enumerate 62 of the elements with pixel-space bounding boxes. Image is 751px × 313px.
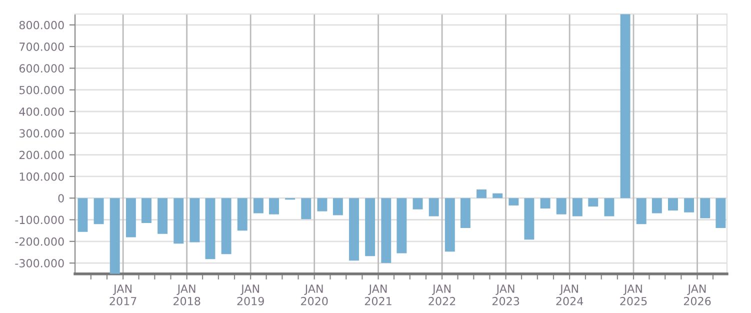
x-tick-label: JAN 2020 [301,284,328,306]
bar [190,198,200,242]
y-tick-label: 200.000 [19,150,64,160]
bar [94,198,104,224]
bar [508,198,519,206]
bar [588,198,598,207]
bar [652,198,662,214]
y-tick-label: -200.000 [15,237,64,246]
x-tick-label: JAN 2024 [556,284,584,306]
bar [381,198,392,264]
y-tick-label: -100.000 [15,216,64,224]
x-tick-label: JAN 2025 [620,284,647,306]
bar [396,198,407,254]
y-tick-label: 300.000 [20,129,64,138]
bar [668,198,678,210]
bar [556,198,566,214]
y-tick-label: 700.000 [20,42,64,51]
bar [110,198,120,274]
bar [572,198,582,216]
bar [253,198,264,214]
bar [158,198,168,234]
bar [524,198,534,240]
bar [476,189,487,198]
y-tick-label: 800.000 [19,20,64,30]
y-tick-label: 500.000 [20,86,64,94]
bar [237,198,248,231]
x-tick-label: JAN 2021 [364,284,392,306]
x-tick-label: JAN 2026 [684,284,711,306]
y-tick-label: 0 [58,194,64,202]
bar [78,198,88,232]
bar [269,198,279,214]
bar [636,198,646,224]
bar [604,198,614,216]
bar [700,198,710,218]
bar [332,198,343,216]
x-tick-label: JAN 2023 [492,284,520,306]
bar [492,193,503,198]
y-tick-label: 400.000 [19,107,64,116]
bar [174,198,184,244]
bar [444,198,455,252]
bar [684,198,694,212]
y-tick-label: -300.000 [15,259,64,268]
y-tick-label: 600.000 [19,64,64,73]
bar [141,198,152,223]
bar [317,198,328,212]
bar [428,198,439,216]
bar [301,198,312,220]
bar [349,198,359,261]
bar [126,198,136,238]
y-tick-label: 100.000 [20,172,64,181]
x-tick-label: JAN 2017 [110,284,136,306]
bar [412,198,423,210]
x-tick-label: JAN 2022 [428,284,456,306]
bar [365,198,376,256]
x-tick-label: JAN 2018 [174,284,200,306]
x-tick-label: JAN 2019 [237,284,264,306]
bar [620,14,630,198]
bar [540,198,550,208]
bar [205,198,216,260]
bar [460,198,470,228]
bar [221,198,232,254]
bar [716,198,726,228]
